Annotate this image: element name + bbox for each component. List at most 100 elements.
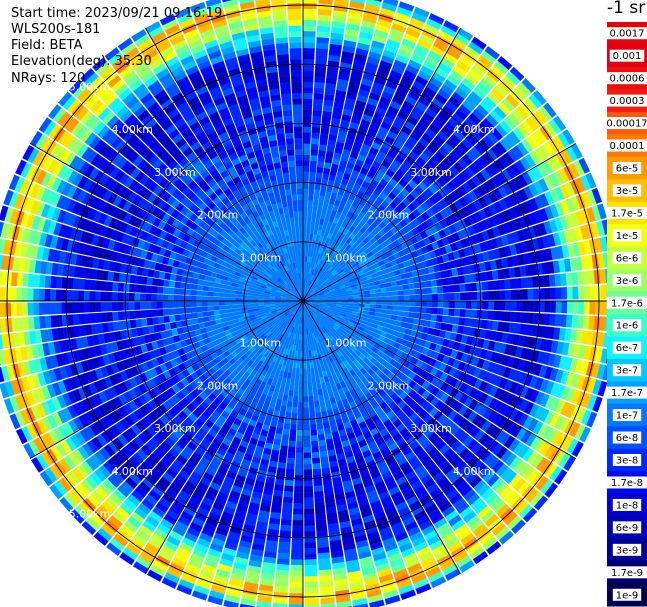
data-gate: [299, 373, 304, 380]
data-gate: [304, 497, 314, 504]
data-gate: [313, 87, 325, 95]
data-gate: [304, 598, 320, 605]
data-gate: [304, 564, 318, 572]
data-gate: [586, 411, 598, 428]
data-gate: [488, 300, 495, 310]
data-gate: [303, 469, 313, 476]
data-gate: [305, 250, 309, 257]
data-gate: [342, 296, 349, 299]
data-gate: [292, 395, 299, 403]
data-gate: [307, 199, 314, 207]
data-gate: [302, 193, 309, 201]
data-gate: [398, 300, 405, 306]
data-gate: [397, 290, 405, 296]
data-gate: [515, 277, 523, 289]
data-gate: [202, 316, 210, 323]
data-gate: [493, 280, 500, 290]
data-gate: [381, 292, 388, 297]
data-gate: [386, 309, 393, 315]
data-gate: [310, 373, 316, 380]
data-gate: [302, 75, 314, 83]
data-gate: [578, 300, 585, 315]
data-gate: [396, 279, 404, 286]
data-gate: [488, 290, 495, 300]
data-gate: [498, 279, 506, 290]
data-gate: [320, 456, 329, 464]
data-gate: [312, 468, 322, 476]
data-gate: [452, 316, 460, 325]
data-gate: [441, 315, 449, 324]
data-gate: [163, 315, 170, 324]
data-gate: [504, 311, 511, 322]
data-gate: [307, 373, 312, 380]
data-gate: [443, 300, 450, 308]
data-gate: [375, 296, 382, 301]
data-gate: [403, 289, 410, 296]
data-gate: [303, 362, 307, 369]
data-gate: [381, 296, 388, 301]
data-gate: [292, 514, 304, 521]
data-gate: [304, 559, 317, 566]
data-gate: [302, 92, 313, 99]
data-gate: [315, 217, 321, 225]
data-gate: [583, 285, 590, 300]
data-gate: [447, 316, 455, 324]
data-gate: [302, 205, 308, 212]
data-gate: [527, 300, 534, 312]
data-gate: [460, 292, 467, 301]
data-gate: [392, 300, 399, 306]
data-gate: [317, 428, 325, 436]
data-gate: [303, 334, 306, 341]
data-gate: [320, 127, 330, 135]
data-gate: [482, 300, 489, 310]
data-gate: [379, 313, 387, 319]
data-gate: [505, 300, 512, 311]
data-gate: [283, 388, 290, 396]
data-gate: [561, 287, 568, 300]
data-gate: [303, 458, 312, 465]
data-gate: [555, 287, 562, 300]
data-gate: [303, 379, 308, 386]
data-gate: [578, 286, 585, 300]
data-gate: [347, 298, 354, 301]
data-gate: [364, 297, 371, 301]
data-gate: [385, 282, 392, 288]
data-gate: [549, 313, 556, 327]
data-gate: [311, 440, 319, 448]
data-gate: [389, 276, 397, 282]
data-gate: [425, 313, 432, 321]
data-gate: [347, 303, 354, 307]
data-gate: [379, 283, 387, 289]
data-gate: [287, 395, 294, 402]
data-gate: [285, 406, 292, 414]
data-gate: [290, 553, 304, 560]
data-gate: [431, 307, 438, 315]
data-gate: [425, 287, 433, 294]
data-gate: [311, 216, 316, 224]
data-gate: [471, 36, 487, 50]
data-gate: [382, 0, 399, 7]
data-gate: [314, 81, 325, 89]
data-gate: [437, 293, 444, 301]
data-gate: [583, 300, 590, 315]
data-gate: [471, 291, 478, 301]
data-gate: [295, 446, 304, 453]
data-gate: [305, 244, 309, 251]
data-gate: [162, 308, 169, 316]
data-gate: [364, 300, 371, 305]
data-gate: [448, 308, 455, 317]
data-gate: [415, 294, 422, 301]
data-gate: [207, 310, 215, 317]
data-gate: [353, 294, 360, 299]
data-gate: [310, 149, 319, 156]
data-gate: [288, 389, 294, 397]
data-gate: [437, 300, 444, 308]
data-gate: [208, 315, 216, 322]
data-gate: [128, 310, 136, 320]
data-gate: [303, 441, 311, 448]
data-gate: [521, 300, 529, 312]
data-gate: [313, 98, 324, 106]
data-gate: [509, 66, 525, 82]
data-gate: [290, 378, 295, 386]
data-gate: [302, 2, 317, 10]
